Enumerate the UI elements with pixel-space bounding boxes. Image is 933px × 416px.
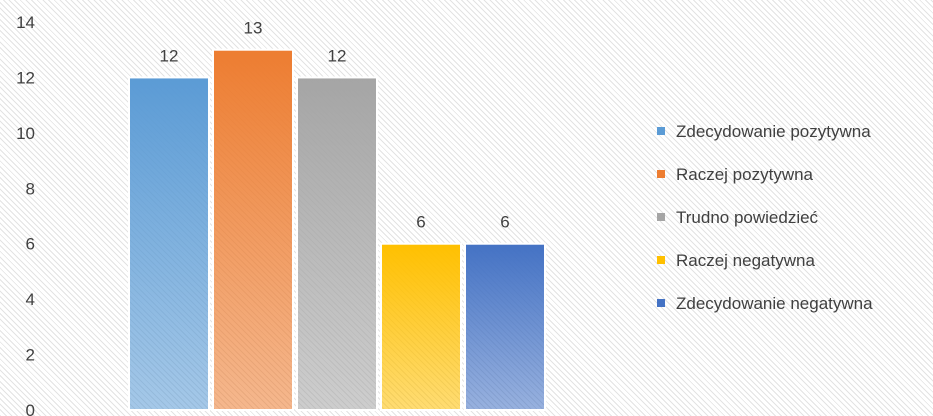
y-tick-label: 6 (26, 235, 35, 254)
legend-label-raczej-pozytywna: Raczej pozytywna (676, 165, 814, 184)
legend: Zdecydowanie pozytywna Raczej pozytywna Tr… (657, 122, 873, 313)
y-tick-label: 0 (26, 401, 35, 416)
data-label-zdecydowanie-pozytywna: 12 (160, 46, 179, 65)
bar-raczej-negatywna (380, 242, 462, 411)
data-label-trudno-powiedziec: 12 (328, 46, 347, 65)
legend-swatch-raczej-pozytywna (657, 170, 665, 178)
y-tick-label: 12 (16, 68, 35, 87)
y-tick-label: 2 (26, 346, 35, 365)
legend-label-trudno-powiedziec: Trudno powiedzieć (676, 208, 819, 227)
bar-zdecydowanie-negatywna (464, 242, 546, 411)
y-tick-label: 4 (26, 290, 35, 309)
y-tick-label: 10 (16, 124, 35, 143)
legend-swatch-raczej-negatywna (657, 256, 665, 264)
y-tick-label: 14 (16, 13, 35, 32)
data-label-raczej-negatywna: 6 (416, 213, 425, 232)
y-axis: 0 2 4 6 8 10 12 14 (16, 13, 35, 416)
legend-swatch-trudno-powiedziec (657, 213, 665, 221)
bar-raczej-pozytywna (212, 48, 294, 411)
legend-label-zdecydowanie-negatywna: Zdecydowanie negatywna (676, 294, 873, 313)
bar-trudno-powiedziec (296, 76, 378, 412)
bar-zdecydowanie-pozytywna (128, 76, 210, 412)
data-label-raczej-pozytywna: 13 (244, 19, 263, 38)
data-labels: 12 13 12 6 6 (160, 19, 510, 232)
y-tick-label: 8 (26, 179, 35, 198)
legend-label-zdecydowanie-pozytywna: Zdecydowanie pozytywna (676, 122, 871, 141)
legend-label-raczej-negatywna: Raczej negatywna (676, 251, 815, 270)
legend-swatch-zdecydowanie-negatywna (657, 299, 665, 307)
legend-swatch-zdecydowanie-pozytywna (657, 127, 665, 135)
bars (128, 48, 546, 412)
data-label-zdecydowanie-negatywna: 6 (500, 213, 509, 232)
